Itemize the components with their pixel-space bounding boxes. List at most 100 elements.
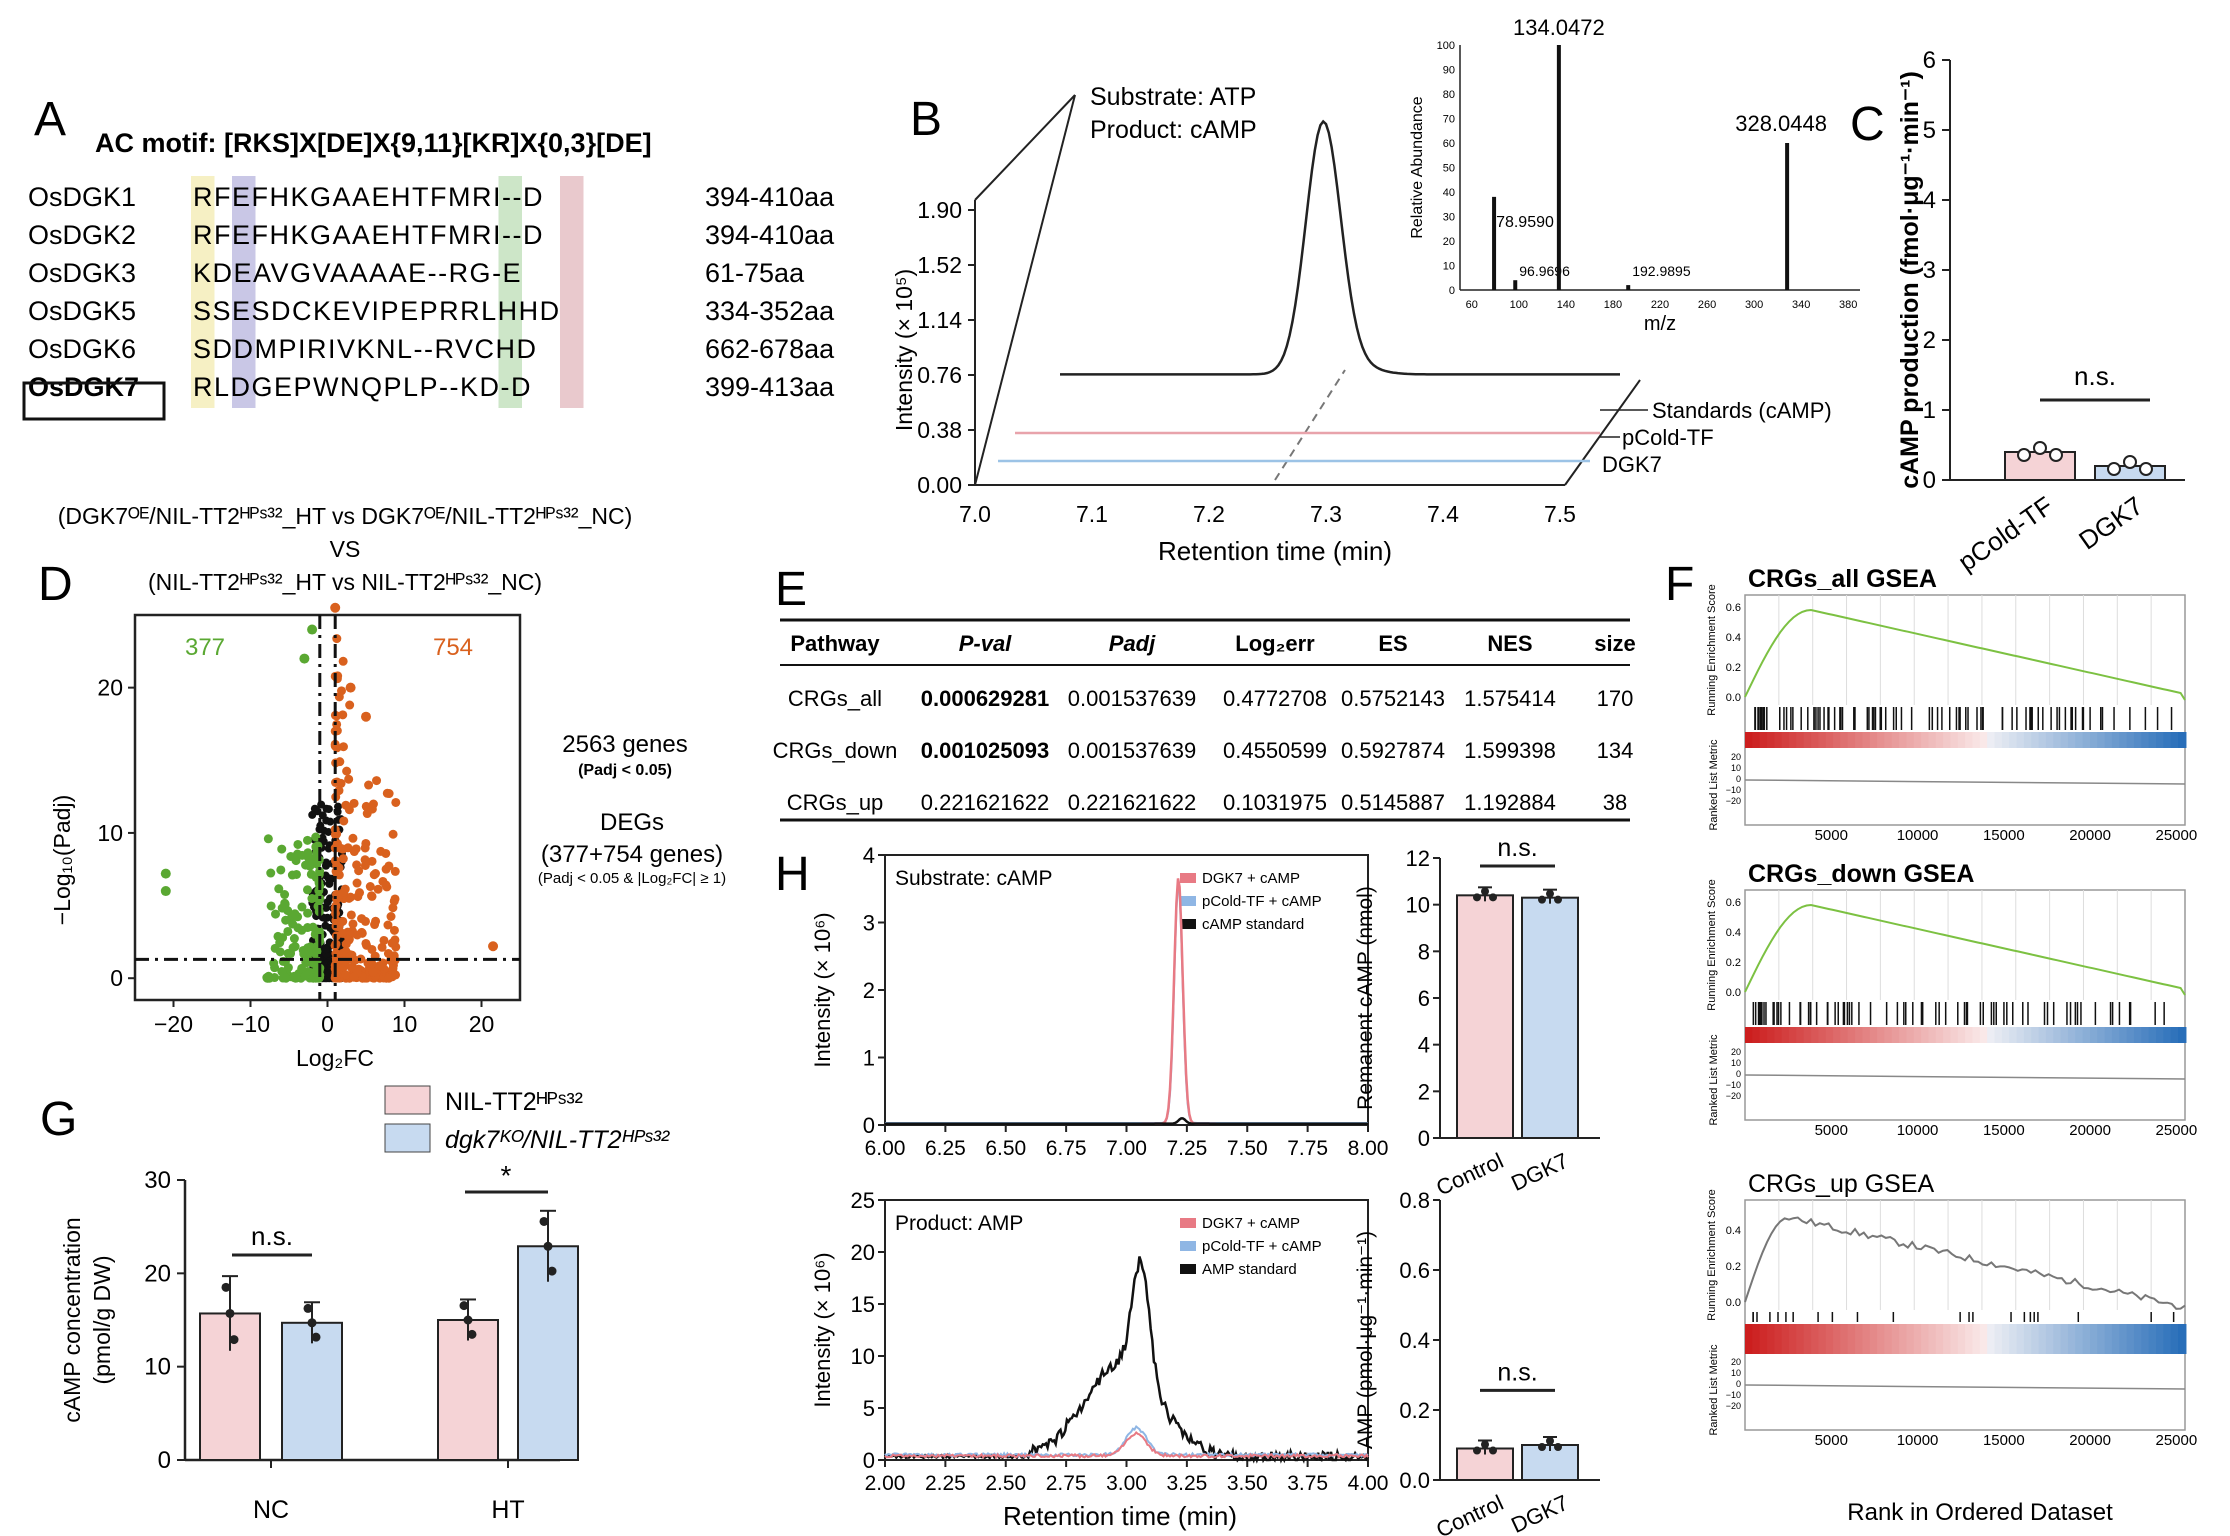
inset-x-tick: 60 — [1466, 299, 1478, 311]
inset-y-tick: 50 — [1443, 163, 1455, 175]
volcano-point-up — [372, 776, 382, 786]
rank-band-cell — [2038, 1027, 2048, 1043]
h-bt-y-tick-label: 8 — [1418, 939, 1430, 964]
table-cell: 0.5145887 — [1341, 790, 1445, 815]
rank-band-cell — [1884, 732, 1893, 748]
c-data-point — [2017, 448, 2031, 462]
volcano-point-down — [263, 834, 273, 844]
x-tick-label: 7.1 — [1076, 501, 1108, 527]
inset-y-tick: 10 — [1443, 261, 1455, 273]
ms-peak-label: 96.9696 — [1519, 263, 1570, 279]
table-cell: 0.001537639 — [1068, 738, 1196, 763]
c-sig-label: n.s. — [2074, 361, 2116, 391]
rank-band-cell — [2133, 1324, 2143, 1354]
volcano-point-down — [288, 919, 298, 929]
rank-band-cell — [1965, 1027, 1974, 1043]
rank-band-cell — [1752, 732, 1761, 748]
gsea-x-tick: 20000 — [2069, 1122, 2111, 1139]
metric-tick-label: 20 — [1731, 752, 1741, 762]
h-bt-ylabel: Remanent cAMP (nmol) — [1354, 886, 1377, 1110]
rank-band-cell — [1818, 1027, 1827, 1043]
rank-band-cell — [1972, 1027, 1981, 1043]
table-cell: 1.192884 — [1464, 790, 1556, 815]
es-tick-label: 0.2 — [1726, 662, 1741, 674]
residue-range: 394-410aa — [705, 220, 835, 250]
metric-tick-label: 0 — [1736, 1069, 1741, 1079]
legend-label-dgk7ko: dgk7ᴷᴼ/NIL-TT2ᴴᴾˢ³² — [445, 1126, 671, 1154]
volcano-point-outlier — [160, 868, 171, 879]
volcano-point-outlier — [160, 886, 171, 897]
volcano-point-down — [303, 923, 313, 933]
c-y-tick-label: 5 — [1923, 117, 1936, 144]
motif-column-1 — [232, 176, 256, 408]
rank-band-cell — [1877, 1027, 1886, 1043]
rank-band-cell — [2148, 732, 2158, 748]
volcano-point-down — [281, 973, 291, 983]
rank-band-cell — [2119, 732, 2128, 748]
table-cell: 0.000629281 — [921, 686, 1049, 711]
motif-column-0 — [191, 176, 215, 408]
g-y-tick-label: 30 — [144, 1167, 171, 1194]
volcano-point-down — [270, 963, 280, 973]
volcano-point-up — [346, 910, 356, 920]
gsea-x-tick: 25000 — [2156, 827, 2198, 844]
motif-sequence: RLDGEPWNQPLP--KD-D — [193, 372, 532, 402]
metric-tick-label: 10 — [1731, 763, 1741, 773]
rank-band-cell — [2133, 732, 2143, 748]
volcano-point-down — [291, 869, 301, 879]
rank-band-cell — [1987, 1324, 1996, 1354]
h-bot-legend-swatch — [1180, 1241, 1196, 1251]
inset-y-tick: 80 — [1443, 89, 1455, 101]
table-cell: CRGs_up — [787, 790, 884, 815]
rank-band-cell — [1965, 732, 1974, 748]
metric-tick-label: −20 — [1726, 796, 1741, 806]
rank-band-cell — [1869, 732, 1879, 748]
panel-b-xlabel: Retention time (min) — [1158, 536, 1392, 566]
protein-name: OsDGK1 — [28, 182, 136, 212]
volcano-point-up — [391, 797, 401, 807]
volcano-point-up — [341, 970, 351, 980]
panel-b: B Substrate: ATP Product: cAMP 0.000.380… — [891, 15, 1860, 566]
h-top-x-tick-label: 8.00 — [1348, 1137, 1389, 1160]
rank-band-cell — [2178, 1324, 2187, 1354]
rank-band-cell — [2031, 1027, 2040, 1043]
ms-peak-label: 192.9895 — [1632, 263, 1691, 279]
volcano-point-up — [360, 855, 370, 865]
h-top-title: Substrate: cAMP — [895, 867, 1053, 890]
volcano-point-up — [348, 919, 358, 929]
g-group-label: NC — [253, 1496, 289, 1524]
h-bt-bar — [1456, 894, 1514, 1139]
rank-band-cell — [1847, 1324, 1857, 1354]
c-data-point — [2123, 455, 2137, 469]
rank-band-cell — [1921, 1027, 1930, 1043]
g-y-tick-label: 20 — [144, 1260, 171, 1287]
h-bot-y-tick-label: 15 — [851, 1292, 875, 1317]
panel-a-title: AC motif: [RKS]X[DE]X{9,11}[KR]X{0,3}[DE… — [95, 128, 652, 158]
rank-band-cell — [1796, 1324, 1805, 1354]
rank-band-cell — [1811, 1027, 1820, 1043]
rank-band-cell — [2133, 1027, 2143, 1043]
h-bot-x-tick-label: 4.00 — [1348, 1472, 1389, 1495]
es-tick-label: 0.0 — [1726, 987, 1741, 999]
h-bt-y-tick-label: 10 — [1406, 893, 1430, 918]
volcano-point-up — [381, 880, 391, 890]
d-y-tick-label: 0 — [110, 965, 123, 991]
rank-band-cell — [2023, 732, 2033, 748]
trace-standards-camp — [1060, 119, 1620, 376]
rank-band-cell — [1869, 1027, 1879, 1043]
volcano-point-ns — [310, 804, 319, 813]
volcano-point-down — [266, 901, 276, 911]
volcano-point-up — [384, 861, 394, 871]
panel-label-e: E — [775, 563, 807, 616]
h-bot-legend-label: AMP standard — [1202, 1261, 1297, 1278]
volcano-point-down — [271, 909, 281, 919]
volcano-point-down — [277, 966, 287, 976]
volcano-point-up — [360, 843, 370, 853]
volcano-point-down — [290, 942, 300, 952]
degs-sub-text: (Padj < 0.05 & |Log₂FC| ≥ 1) — [538, 870, 726, 887]
rank-band-cell — [2141, 732, 2150, 748]
genes-count-text: 2563 genes — [562, 731, 687, 758]
panel-label-b: B — [910, 93, 942, 146]
h-bot-legend-swatch — [1180, 1264, 1196, 1274]
inset-x-tick: 220 — [1651, 299, 1669, 311]
